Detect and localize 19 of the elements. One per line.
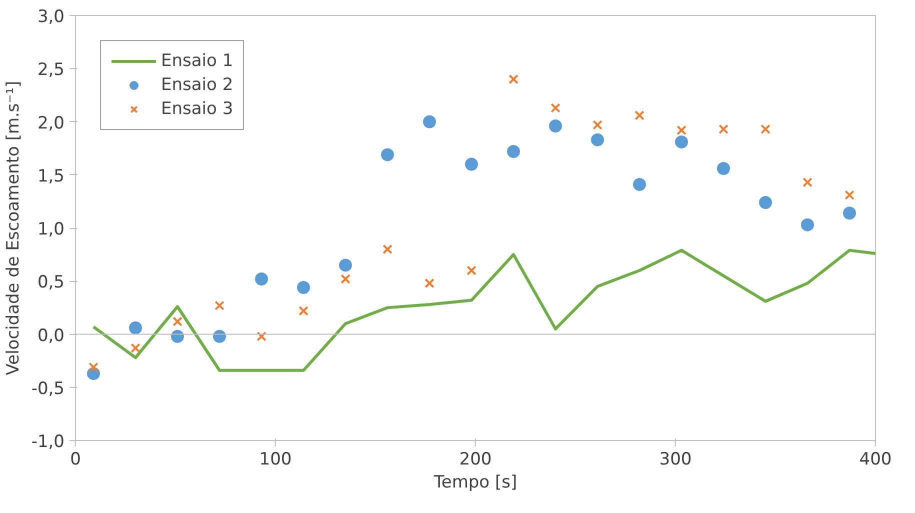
y-tick-label: 3,0	[37, 7, 65, 27]
y-tick-label: 1,0	[37, 220, 65, 240]
y-tick-label: 2,0	[37, 113, 65, 134]
x-tick-label: 100	[259, 450, 292, 470]
x-tick-label: 0	[70, 450, 81, 470]
y-tick-label: 1,5	[37, 166, 65, 186]
y-tick-label: 2,5	[37, 60, 65, 80]
x-tick-label: 400	[859, 450, 892, 470]
y-tick-label: 0,0	[37, 326, 65, 346]
legend-label: Ensaio 1	[161, 51, 234, 71]
x-tick-label: 200	[459, 450, 492, 470]
x-axis-title: Tempo [s]	[432, 472, 518, 492]
legend-label: Ensaio 3	[161, 99, 234, 119]
legend-label: Ensaio 2	[161, 75, 234, 95]
y-tick-label: 0,5	[37, 272, 65, 293]
y-tick-label: -0,5	[31, 378, 64, 399]
y-axis-title: Velocidade de Escoamento [m.s⁻¹]	[3, 80, 24, 376]
x-tick-label: 300	[659, 450, 692, 470]
y-tick-label: -1,0	[31, 432, 64, 452]
